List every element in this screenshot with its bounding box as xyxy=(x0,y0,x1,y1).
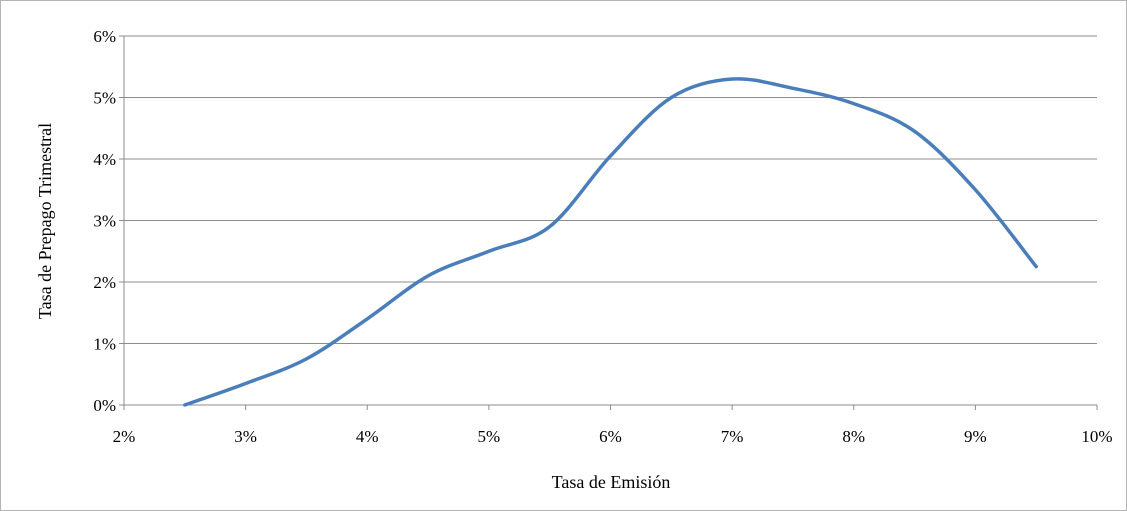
axes xyxy=(119,35,1098,410)
y-tick-label: 1% xyxy=(93,335,116,354)
y-tick-label: 6% xyxy=(93,27,116,46)
series-layer xyxy=(183,77,1038,407)
y-tick-label: 0% xyxy=(93,396,116,415)
y-tick-label: 3% xyxy=(93,212,116,231)
y-tick-label: 4% xyxy=(93,150,116,169)
y-tick-label: 5% xyxy=(93,89,116,108)
x-axis-label: Tasa de Emisión xyxy=(552,472,671,492)
x-tick-label: 9% xyxy=(964,427,987,446)
x-tick-label: 4% xyxy=(356,427,379,446)
grid-lines xyxy=(124,35,1097,344)
series-line xyxy=(183,77,1038,407)
x-tick-label: 6% xyxy=(599,427,622,446)
x-tick-label: 10% xyxy=(1081,427,1112,446)
y-axis-label: Tasa de Prepago Trimestral xyxy=(35,123,55,319)
x-tick-label: 2% xyxy=(113,427,136,446)
y-tick-label: 2% xyxy=(93,273,116,292)
x-tick-label: 7% xyxy=(721,427,744,446)
x-tick-label: 3% xyxy=(234,427,257,446)
x-tick-label: 8% xyxy=(842,427,865,446)
x-tick-label: 5% xyxy=(478,427,501,446)
tick-labels: 0% 1% 2% 3% 4% 5% 6% 2% 3% 4% 5% 6% 7% 8% 9% 10% xyxy=(93,27,1112,446)
